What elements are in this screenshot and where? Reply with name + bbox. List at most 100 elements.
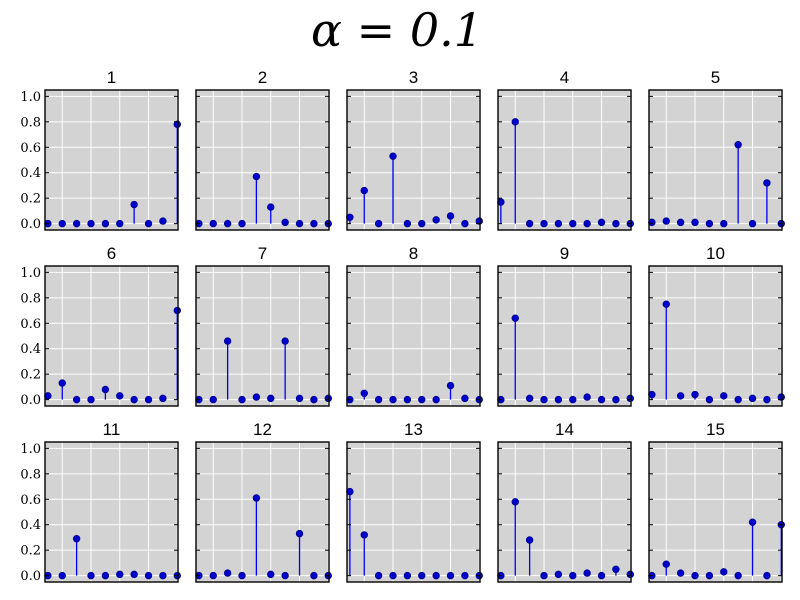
y-tick-label: 0.4 [20,166,41,181]
y-tick-label: 0.8 [20,467,41,482]
stem-marker [238,219,246,228]
stem-marker [130,200,138,209]
stem-marker [267,394,275,403]
stem-marker [267,203,275,211]
stem-marker [72,535,81,543]
stem-marker [116,392,124,400]
stem-marker [403,219,412,228]
subplot-title: 11 [103,420,121,439]
stem-marker [223,219,232,228]
subplot-5: 5 [648,68,785,231]
stem-marker [583,219,591,228]
stem-marker [691,218,699,227]
stem-marker [612,395,620,404]
stem-marker [252,494,261,502]
y-tick-label: 1.0 [20,90,41,105]
stem-marker [676,218,685,227]
subplot-14: 14 [497,420,634,583]
stem-marker [583,393,591,401]
subplot-title: 7 [258,244,267,263]
stem-marker [540,395,548,404]
y-tick-label: 0.2 [20,368,41,383]
stem-marker [389,395,397,404]
stem-marker [748,518,757,526]
stem-marker [72,219,81,228]
plot-background [45,442,178,582]
stem-marker [403,395,412,404]
y-tick-label: 0.2 [20,192,41,207]
stem-marker [734,141,742,149]
stem-marker [676,569,685,577]
y-tick-label: 0.0 [20,569,41,584]
stem-marker [525,394,534,403]
stem-marker [58,219,66,228]
plot-background [347,266,480,406]
plot-frame [497,89,632,231]
stem-marker [432,395,440,404]
stem-marker [748,219,757,228]
stem-marker [662,560,670,568]
stem-marker [763,395,771,404]
stem-marker [295,529,304,538]
stem-marker [209,395,217,404]
subplot-title: 5 [711,68,720,87]
subplot-title: 4 [560,68,569,87]
stem-marker [720,219,728,228]
stem-marker [238,395,246,404]
stem-marker [101,219,110,228]
stem-marker [159,394,167,403]
plot-frame [195,265,330,407]
stem-marker [763,179,771,187]
subplot-11: 11 0.0 0.2 0.4 0.6 0.8 1.0 [20,420,181,584]
stem-marker [720,568,728,576]
plot-background [196,266,329,406]
subplot-title: 1 [107,68,116,87]
y-tick-label: 0.4 [20,518,41,533]
y-tick-label: 1.0 [20,266,41,281]
stem-marker [360,186,368,195]
stem-marker [238,571,246,580]
stem-marker [461,394,469,403]
stem-marker [324,394,332,403]
stem-marker [705,571,714,580]
stem-marker [569,219,577,228]
plot-frame [648,441,783,583]
y-tick-label: 0.4 [20,342,41,357]
plot-background [649,266,782,406]
stem-marker [475,217,483,225]
plot-frame [497,265,632,407]
stem-marker [446,571,455,580]
stem-marker [144,219,153,228]
plot-frame [346,265,481,407]
stem-marker [432,216,440,224]
stem-marker [87,571,95,580]
subplot-12: 12 [195,420,332,583]
stem-marker [295,394,304,403]
plot-frame [497,441,632,583]
stem-marker [662,300,670,308]
subplot-15: 15 [648,420,785,583]
stem-marker [554,219,563,228]
stem-marker [525,536,534,544]
stem-marker [569,571,577,580]
subplot-title: 10 [706,244,725,263]
stem-marker [626,394,634,403]
plot-background [196,90,329,230]
stem-marker [554,570,563,579]
stem-marker [705,219,714,228]
plot-frame [346,441,481,583]
subplot-title: 9 [560,244,569,263]
stem-marker [389,571,397,580]
stem-marker [310,571,318,580]
stem-marker [223,337,232,345]
stem-marker [173,120,181,129]
stem-marker [159,217,167,225]
stem-marker [403,571,412,580]
stem-marker [418,395,426,404]
stem-marker [446,212,455,220]
stem-marker [267,570,275,579]
stem-marker [418,571,426,580]
stem-marker [777,393,785,401]
stem-marker [662,217,670,225]
